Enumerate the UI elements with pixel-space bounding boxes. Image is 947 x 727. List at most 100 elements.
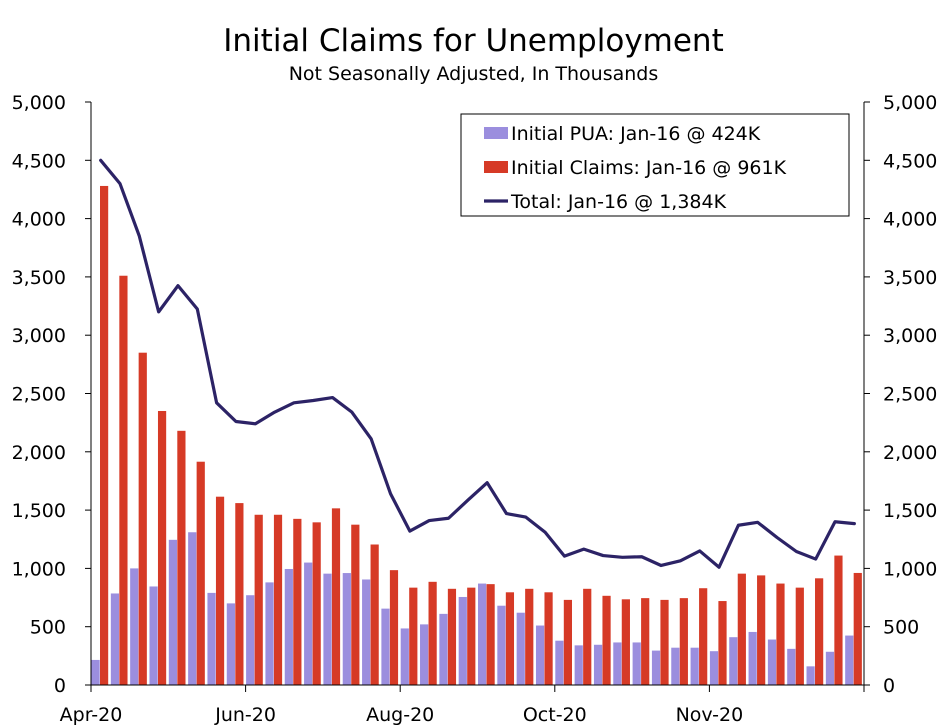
legend-label-0: Initial PUA: Jan-16 @ 424K — [511, 123, 761, 145]
bar-initial-pua-28 — [632, 642, 641, 685]
bar-initial-pua-23 — [535, 625, 545, 685]
y-tick-label-left-1: 4,500 — [12, 150, 66, 172]
bar-initial-pua-9 — [265, 582, 274, 685]
y-tick-label-left-6: 2,000 — [12, 442, 66, 464]
y-tick-label-left-7: 1,500 — [12, 500, 66, 522]
y-tick-label-right-10: 0 — [883, 675, 895, 697]
bar-initial-claims-19 — [467, 587, 476, 685]
y-tick-label-right-9: 500 — [883, 617, 919, 639]
bar-initial-pua-22 — [516, 612, 525, 685]
bar-initial-pua-0 — [91, 659, 100, 685]
y-tick-label-right-6: 2,000 — [883, 442, 937, 464]
bar-initial-pua-12 — [323, 573, 332, 685]
y-tick-label-right-4: 3,000 — [883, 325, 937, 347]
bar-initial-pua-5 — [188, 532, 197, 685]
series-initial-claims — [100, 185, 862, 685]
bar-initial-claims-9 — [273, 514, 283, 685]
bar-initial-pua-38 — [825, 651, 835, 685]
bar-initial-claims-32 — [718, 601, 727, 685]
y-tick-label-right-8: 1,000 — [883, 558, 937, 580]
x-tick-label-0: Apr-20 — [60, 704, 123, 726]
bar-initial-claims-2 — [138, 352, 147, 685]
legend-label-1: Initial Claims: Jan-16 @ 961K — [511, 157, 787, 179]
series-initial-pua — [91, 532, 854, 685]
y-tick-label-right-2: 4,000 — [883, 209, 937, 231]
bar-initial-pua-13 — [342, 573, 351, 685]
chart-title: Initial Claims for Unemployment — [223, 23, 724, 59]
legend-box — [460, 113, 850, 217]
bar-initial-pua-7 — [226, 603, 235, 685]
bar-initial-claims-7 — [235, 503, 244, 685]
bar-initial-pua-3 — [149, 586, 158, 685]
bar-initial-claims-39 — [853, 572, 862, 685]
series-total-line — [99, 158, 856, 569]
bar-initial-claims-35 — [776, 583, 785, 685]
y-tick-label-left-0: 5,000 — [12, 92, 66, 114]
bar-initial-claims-37 — [815, 578, 824, 685]
bar-initial-claims-6 — [215, 496, 225, 685]
bar-initial-claims-14 — [370, 544, 379, 685]
bar-initial-pua-30 — [671, 647, 680, 685]
bar-initial-claims-31 — [699, 588, 708, 685]
bar-initial-pua-16 — [400, 628, 409, 685]
bar-initial-claims-28 — [641, 598, 650, 685]
bar-initial-claims-27 — [621, 599, 630, 685]
bar-initial-claims-13 — [351, 524, 360, 685]
bar-initial-claims-0 — [100, 185, 109, 685]
bar-initial-claims-30 — [679, 598, 688, 685]
bar-initial-claims-29 — [660, 599, 669, 685]
bar-initial-claims-16 — [409, 587, 418, 685]
bar-initial-pua-18 — [439, 613, 448, 685]
bar-initial-pua-33 — [729, 637, 738, 685]
bar-initial-pua-11 — [304, 562, 313, 685]
bar-initial-pua-1 — [110, 593, 120, 685]
y-tick-label-left-9: 500 — [30, 617, 66, 639]
bar-initial-claims-34 — [757, 575, 766, 685]
bar-initial-claims-8 — [254, 514, 263, 685]
bar-initial-pua-20 — [478, 583, 487, 685]
bar-initial-claims-15 — [389, 570, 399, 685]
bar-initial-pua-35 — [767, 639, 777, 685]
bar-initial-pua-31 — [690, 647, 699, 685]
bar-initial-claims-17 — [428, 581, 437, 685]
bar-initial-pua-19 — [458, 596, 467, 685]
bar-initial-pua-36 — [787, 648, 796, 685]
y-tick-label-right-7: 1,500 — [883, 500, 937, 522]
y-tick-label-left-5: 2,500 — [12, 384, 66, 406]
y-tick-label-right-1: 4,500 — [883, 150, 937, 172]
bar-initial-pua-17 — [420, 624, 429, 685]
bar-initial-claims-20 — [486, 584, 495, 685]
y-tick-label-right-3: 3,500 — [883, 267, 937, 289]
bar-initial-pua-34 — [748, 631, 757, 685]
y-tick-label-left-8: 1,000 — [12, 558, 66, 580]
bar-initial-claims-12 — [331, 508, 341, 685]
legend-swatch-0 — [484, 127, 508, 139]
y-tick-label-right-0: 5,000 — [883, 92, 937, 114]
bar-initial-claims-3 — [157, 410, 167, 685]
bar-initial-pua-10 — [284, 568, 293, 685]
y-tick-label-left-10: 0 — [54, 675, 66, 697]
bar-initial-pua-27 — [613, 642, 622, 685]
bar-initial-pua-25 — [574, 645, 583, 685]
bar-initial-pua-24 — [555, 640, 564, 685]
bar-initial-pua-6 — [207, 592, 216, 685]
bar-initial-claims-4 — [177, 430, 186, 685]
y-tick-label-left-3: 3,500 — [12, 267, 66, 289]
bar-initial-claims-1 — [119, 275, 128, 685]
x-tick-label-4: Nov-20 — [676, 704, 744, 726]
bar-initial-claims-18 — [447, 588, 457, 685]
chart-subtitle: Not Seasonally Adjusted, In Thousands — [288, 63, 659, 85]
bar-initial-claims-36 — [795, 587, 804, 685]
bar-initial-pua-15 — [381, 608, 390, 685]
bar-initial-claims-24 — [563, 599, 572, 685]
bar-initial-pua-8 — [246, 595, 255, 685]
x-tick-label-2: Aug-20 — [366, 704, 434, 726]
y-tick-label-left-2: 4,000 — [12, 209, 66, 231]
legend-swatch-1 — [484, 161, 508, 173]
x-tick-label-1: Jun-20 — [214, 704, 276, 726]
bar-initial-claims-22 — [525, 588, 534, 685]
bar-initial-claims-11 — [312, 522, 321, 685]
bar-initial-claims-5 — [196, 461, 205, 685]
bar-initial-pua-37 — [806, 666, 815, 685]
